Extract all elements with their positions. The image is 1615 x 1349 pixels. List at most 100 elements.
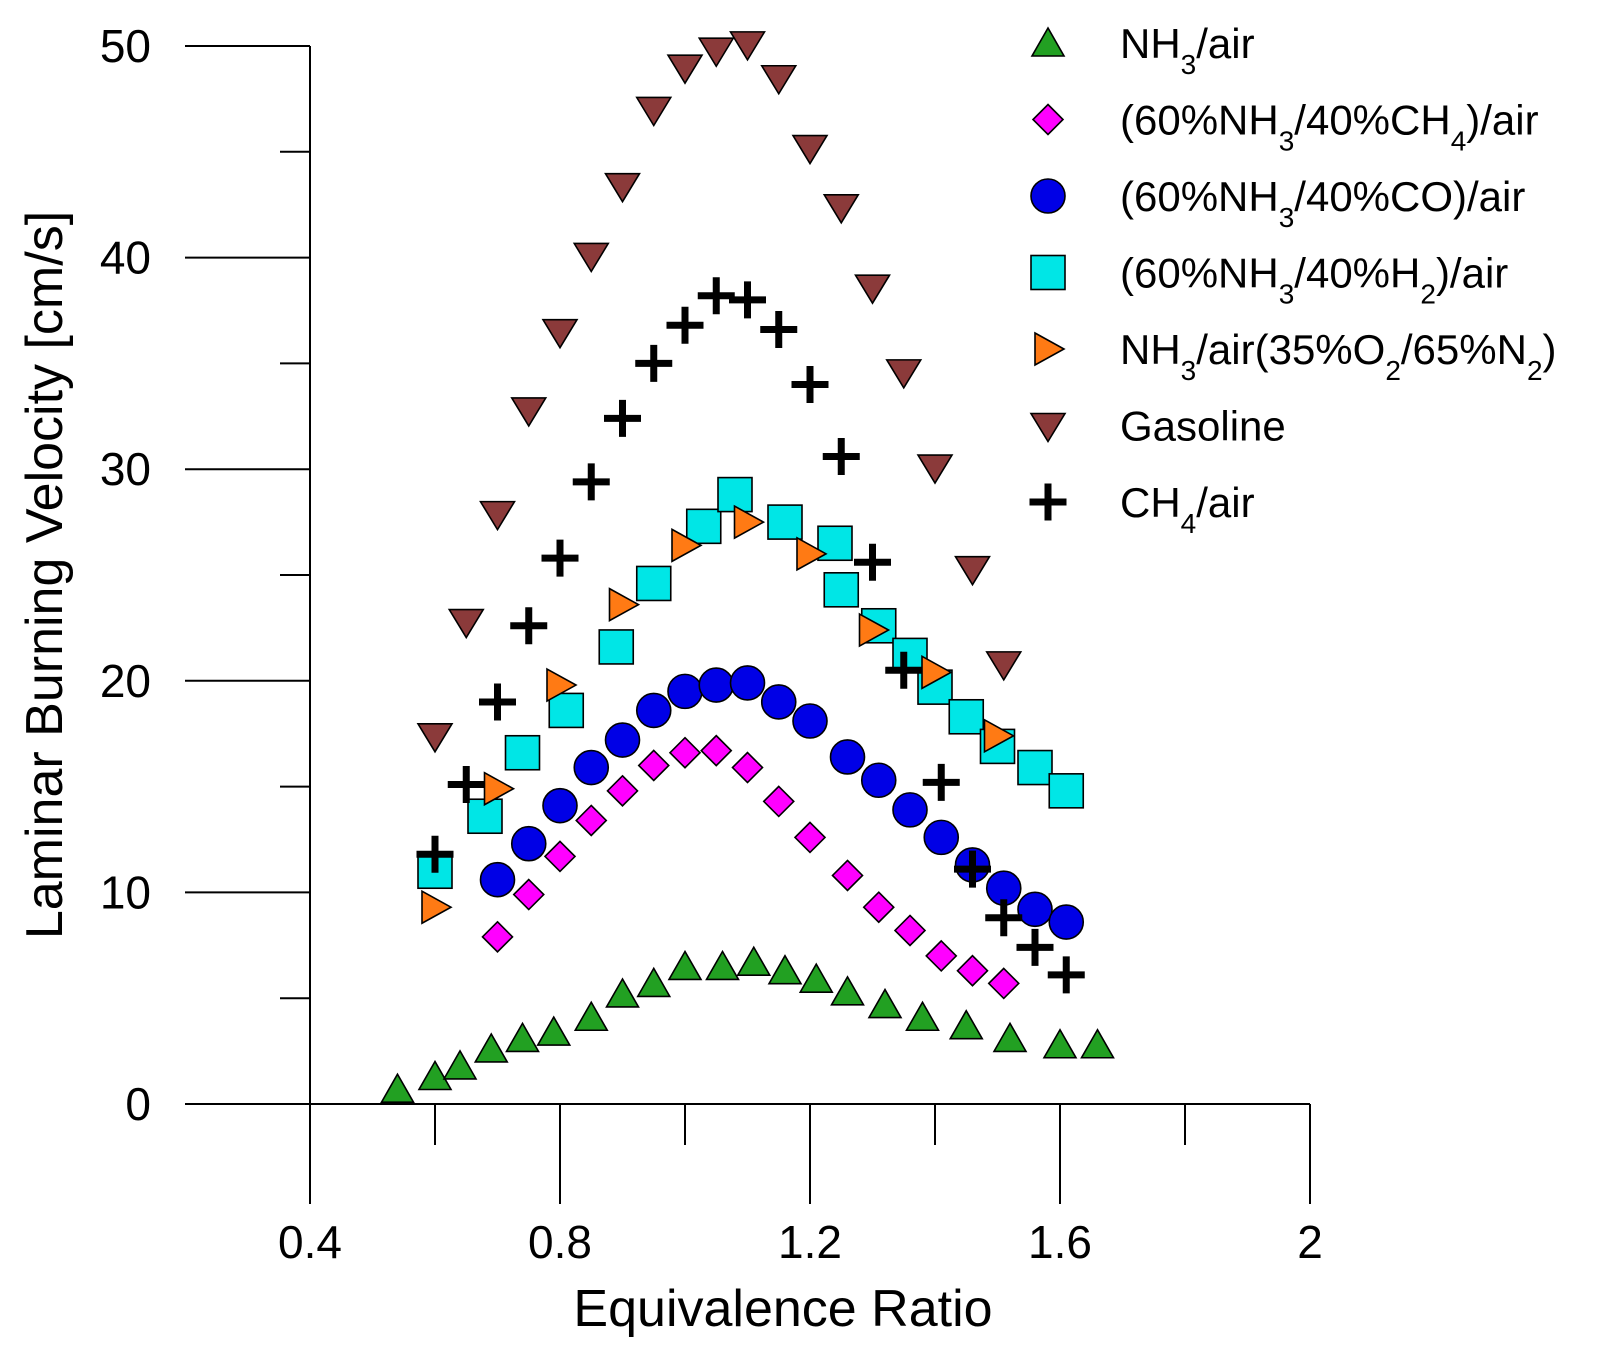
- data-point-nh3-air: [948, 1009, 984, 1040]
- y-tick-label: 10: [100, 866, 151, 918]
- data-point-nh3-air: [705, 949, 740, 981]
- data-point-nh3-air: [417, 1059, 453, 1091]
- data-point-nh3-air: [505, 1021, 540, 1053]
- legend-item-nh3-air-35-o2-65-n2: NH3/air(35%O2/65%N2): [1034, 326, 1557, 386]
- legend-marker: [1029, 412, 1067, 444]
- data-point-ch4-air: [697, 277, 735, 315]
- data-point-nh3-air: [667, 949, 703, 981]
- data-point-nh3-air-35-o2-65-n2: [983, 718, 1016, 754]
- data-point-gasoline: [729, 31, 766, 62]
- data-point-nh3-air-35-o2-65-n2: [733, 504, 766, 540]
- data-point-60-nh3-40-ch4-air: [893, 914, 927, 947]
- data-point-60-nh3-40-h2-air: [685, 508, 722, 545]
- legend: NH3/air (60%NH3/40%CH4)/air (60%NH3/40%CO)…: [1029, 20, 1557, 539]
- data-point-nh3-air-35-o2-65-n2: [421, 889, 453, 925]
- data-point-60-nh3-40-co-air: [635, 692, 672, 729]
- data-point-60-nh3-40-ch4-air: [481, 920, 514, 953]
- data-point-gasoline: [954, 555, 991, 587]
- data-point-gasoline: [697, 37, 735, 68]
- data-point-60-nh3-40-h2-air: [823, 572, 860, 608]
- legend-marker: [1034, 331, 1066, 367]
- data-point-60-nh3-40-ch4-air: [831, 859, 864, 892]
- data-point-60-nh3-40-ch4-air: [668, 736, 702, 769]
- data-point-gasoline: [666, 54, 704, 85]
- data-point-60-nh3-40-ch4-air: [925, 939, 958, 973]
- x-tick-label: 1.6: [1028, 1216, 1092, 1268]
- y-tick-label: 40: [100, 232, 151, 284]
- y-axis-title: Laminar Burning Velocity [cm/s]: [16, 211, 74, 939]
- data-point-60-nh3-40-co-air: [892, 792, 928, 828]
- data-point-60-nh3-40-h2-air: [598, 629, 635, 665]
- legend-label: NH3/air(35%O2/65%N2): [1120, 326, 1557, 386]
- legend-label: NH3/air: [1120, 20, 1255, 80]
- data-point-60-nh3-40-ch4-air: [700, 734, 733, 767]
- data-point-60-nh3-40-ch4-air: [575, 804, 608, 837]
- data-point-60-nh3-40-h2-air: [504, 734, 541, 771]
- data-point-60-nh3-40-h2-air: [767, 504, 803, 540]
- data-point-gasoline: [447, 608, 485, 640]
- y-tick-label: 50: [100, 20, 151, 72]
- data-point-ch4-air: [510, 607, 548, 645]
- x-tick-label: 2: [1297, 1216, 1323, 1268]
- data-point-60-nh3-40-h2-air: [948, 698, 985, 735]
- legend-item-gasoline: Gasoline: [1029, 403, 1286, 450]
- legend-item-60-nh3-40-ch4-air: (60%NH3/40%CH4)/air: [1031, 97, 1539, 156]
- legend-label: (60%NH3/40%CO)/air: [1120, 173, 1525, 233]
- legend-label: Gasoline: [1120, 403, 1286, 450]
- legend-item-60-nh3-40-co-air: (60%NH3/40%CO)/air: [1030, 173, 1525, 233]
- legend-marker: [1030, 26, 1066, 57]
- data-point-nh3-air: [473, 1032, 509, 1063]
- data-point-nh3-air: [636, 966, 672, 998]
- data-point-nh3-air-35-o2-65-n2: [483, 771, 516, 807]
- data-point-ch4-air: [729, 281, 766, 319]
- data-point-gasoline: [791, 134, 829, 166]
- data-point-60-nh3-40-h2-air: [635, 565, 672, 602]
- data-point-gasoline: [985, 651, 1023, 682]
- series-60-nh3-40-h2-air: [417, 476, 1085, 890]
- data-point-gasoline: [854, 274, 891, 305]
- data-point-60-nh3-40-h2-air: [1048, 773, 1085, 809]
- data-point-60-nh3-40-co-air: [667, 673, 703, 710]
- data-point-ch4-air: [416, 835, 454, 873]
- series-60-nh3-40-co-air: [479, 665, 1085, 940]
- data-point-60-nh3-40-ch4-air: [762, 785, 795, 818]
- legend-marker: [1031, 103, 1065, 136]
- data-point-gasoline: [885, 359, 923, 390]
- data-point-ch4-air: [822, 438, 860, 476]
- legend-item-nh3-air: NH3/air: [1030, 20, 1255, 80]
- data-point-ch4-air: [954, 850, 991, 888]
- data-point-nh3-air: [442, 1049, 478, 1080]
- data-point-ch4-air: [885, 651, 923, 689]
- axes-layer: 0 10 20 30 40 50 0.4 0.8 1.2 1.6 2 Equivalence Rati…: [16, 20, 1323, 1338]
- data-point-60-nh3-40-ch4-air: [512, 878, 545, 911]
- data-point-60-nh3-40-ch4-air: [731, 751, 764, 784]
- data-point-gasoline: [822, 194, 860, 225]
- data-point-ch4-air: [1016, 928, 1054, 966]
- data-point-gasoline: [635, 96, 673, 128]
- data-point-ch4-air: [791, 366, 829, 404]
- data-point-nh3-air: [536, 1015, 572, 1046]
- data-point-ch4-air: [447, 765, 485, 803]
- data-point-nh3-air: [905, 1000, 940, 1032]
- data-point-gasoline: [760, 64, 798, 96]
- data-point-60-nh3-40-co-air: [729, 665, 766, 701]
- y-tick-label: 0: [125, 1078, 151, 1130]
- data-point-nh3-air: [605, 977, 640, 1008]
- legend-label: CH4/air: [1120, 479, 1255, 539]
- data-point-60-nh3-40-h2-air: [1017, 749, 1053, 786]
- data-point-ch4-air: [604, 399, 641, 437]
- data-point-60-nh3-40-ch4-air: [956, 954, 989, 987]
- legend-item-ch4-air: CH4/air: [1029, 479, 1255, 539]
- x-tick-label: 0.8: [528, 1216, 592, 1268]
- data-point-nh3-air: [736, 945, 772, 977]
- data-point-60-nh3-40-co-air: [792, 703, 828, 739]
- series-nh3-air: [380, 945, 1115, 1103]
- series-gasoline: [416, 31, 1023, 754]
- x-tick-label: 0.4: [278, 1216, 342, 1268]
- data-point-60-nh3-40-co-air: [760, 684, 797, 720]
- data-point-60-nh3-40-ch4-air: [793, 821, 827, 854]
- data-point-60-nh3-40-co-air: [698, 667, 735, 703]
- data-point-ch4-air: [541, 539, 579, 577]
- data-point-nh3-air: [867, 987, 903, 1019]
